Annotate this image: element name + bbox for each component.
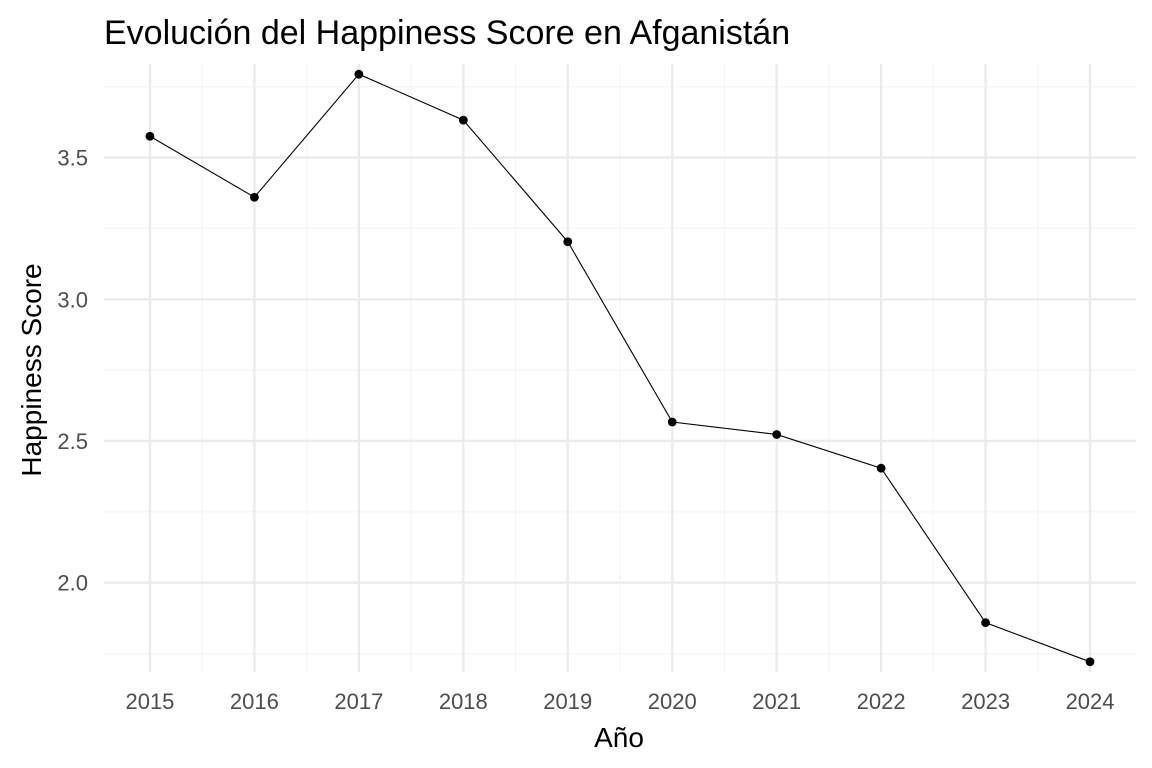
x-tick-label: 2017 xyxy=(334,689,383,714)
data-point xyxy=(772,430,782,439)
x-axis-tick-labels: 2015 2016 2017 2018 2019 2020 2021 2022 2023 2024 xyxy=(125,689,1114,714)
x-axis-title: Año xyxy=(594,722,644,753)
x-tick-label: 2024 xyxy=(1066,689,1115,714)
data-point xyxy=(354,69,364,79)
x-tick-label: 2019 xyxy=(543,689,592,714)
data-points xyxy=(145,69,1095,667)
y-axis-title: Happiness Score xyxy=(16,263,47,476)
chart-title: Evolución del Happiness Score en Afganis… xyxy=(104,14,790,52)
y-tick-label: 2.0 xyxy=(57,571,88,596)
major-gridlines xyxy=(104,64,1136,672)
data-point xyxy=(876,463,886,473)
y-tick-label: 3.0 xyxy=(57,287,88,312)
x-tick-label: 2015 xyxy=(125,689,174,714)
x-tick-label: 2016 xyxy=(230,689,279,714)
data-point xyxy=(145,131,155,141)
data-point xyxy=(1085,657,1095,667)
series-line-group xyxy=(149,73,1091,663)
data-point xyxy=(667,417,677,427)
y-tick-label: 2.5 xyxy=(57,429,88,454)
x-tick-label: 2020 xyxy=(648,689,697,714)
x-tick-label: 2022 xyxy=(857,689,906,714)
y-tick-label: 3.5 xyxy=(57,146,88,171)
minor-gridlines xyxy=(104,64,1136,672)
x-tick-label: 2023 xyxy=(961,689,1010,714)
y-axis-tick-labels: 2.0 2.5 3.0 3.5 xyxy=(57,146,88,596)
data-point xyxy=(458,115,468,125)
x-tick-label: 2021 xyxy=(752,689,801,714)
data-point xyxy=(563,237,573,247)
x-tick-label: 2018 xyxy=(439,689,488,714)
data-point xyxy=(981,618,990,628)
series-line xyxy=(149,73,1091,663)
data-point xyxy=(250,192,259,202)
